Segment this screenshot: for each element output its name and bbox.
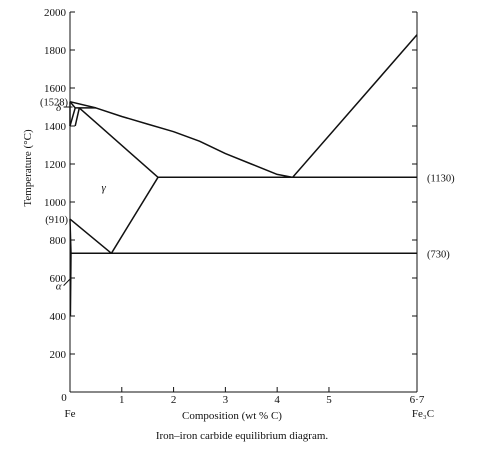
x-tick-label: 5	[326, 394, 332, 406]
boundary-liquidus-left	[69, 100, 293, 179]
x-tick-label: 1	[119, 394, 125, 406]
temperature-annotation: (1528)	[40, 98, 68, 109]
fe3c-end-label: Fe₃C	[412, 408, 434, 420]
boundary-acm-line	[110, 176, 159, 254]
phase-label: α	[56, 281, 62, 293]
fe-end-label: Fe	[65, 408, 76, 420]
y-tick-label: 200	[50, 349, 67, 361]
boundary-solidus	[78, 107, 159, 178]
x-tick-label: 2	[171, 394, 177, 406]
phase-label: γ	[101, 182, 106, 194]
x-tick-label: 4	[274, 394, 280, 406]
x-origin-label: 0	[61, 392, 67, 404]
y-tick-label: 1200	[44, 159, 67, 171]
y-tick-label: 1600	[44, 83, 67, 95]
boundary-a3-line	[69, 218, 112, 254]
boundary-alpha-solvus	[69, 219, 72, 317]
temperature-annotation: (910)	[45, 215, 68, 226]
y-tick-label: 1400	[44, 121, 67, 133]
temperature-annotation: (730)	[427, 249, 450, 260]
y-tick-label: 1800	[44, 45, 67, 57]
plot-frame	[69, 12, 418, 393]
text-labels: 200 400 600 800 1000 1200 1400 1600 1800 2000 1 2 3 4…	[40, 7, 455, 406]
phase-label: δ	[56, 102, 62, 114]
x-tick-label: 6·7	[410, 394, 425, 406]
y-tick-label: 600	[50, 273, 67, 285]
x-tick-label: 3	[223, 394, 229, 406]
y-tick-label: 800	[50, 235, 67, 247]
axis-ticks	[70, 11, 418, 392]
boundary-delta-boundary	[69, 101, 76, 109]
y-tick-label: 2000	[44, 7, 67, 19]
boundary-liquidus-right	[292, 34, 418, 178]
y-tick-label: 1000	[44, 197, 67, 209]
figure-caption: Iron–iron carbide equilibrium diagram.	[156, 430, 329, 442]
y-tick-label: 400	[50, 311, 67, 323]
phase-label-pointer	[63, 277, 72, 286]
x-axis-label: Composition (wt % C)	[182, 410, 282, 422]
phase-boundaries	[63, 34, 418, 317]
y-axis-label: Temperature (°C)	[22, 129, 34, 207]
temperature-annotation: (1130)	[427, 173, 455, 184]
boundary-delta-gamma-left	[69, 107, 76, 127]
boundary-delta-gamma-right	[74, 107, 81, 127]
